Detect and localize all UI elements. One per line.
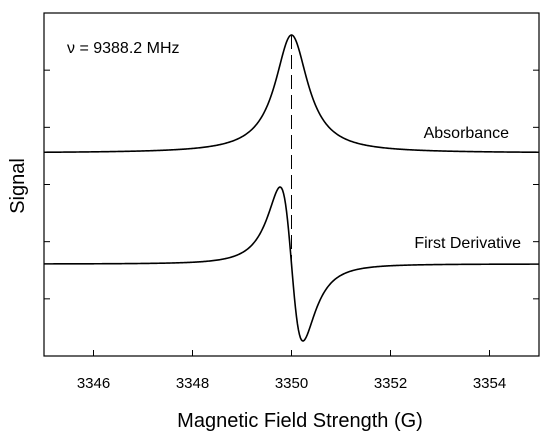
- series-label-first-derivative: First Derivative: [414, 235, 521, 252]
- x-tick-label: 3348: [176, 375, 209, 392]
- first-derivative-series-line: [44, 186, 539, 342]
- y-axis-title: Signal: [7, 158, 29, 214]
- tick-group: 3346 3348 3350 3352 3354: [44, 69, 539, 392]
- frequency-annotation: ν = 9388.2 MHz: [67, 40, 180, 57]
- series-label-absorbance: Absorbance: [424, 125, 509, 142]
- x-tick-label: 3346: [77, 375, 110, 392]
- x-tick-label: 3352: [374, 375, 407, 392]
- x-axis-title: Magnetic Field Strength (G): [177, 410, 423, 432]
- absorbance-series-line: [43, 34, 540, 154]
- x-tick-label: 3350: [275, 375, 308, 392]
- x-tick-label: 3354: [473, 375, 506, 392]
